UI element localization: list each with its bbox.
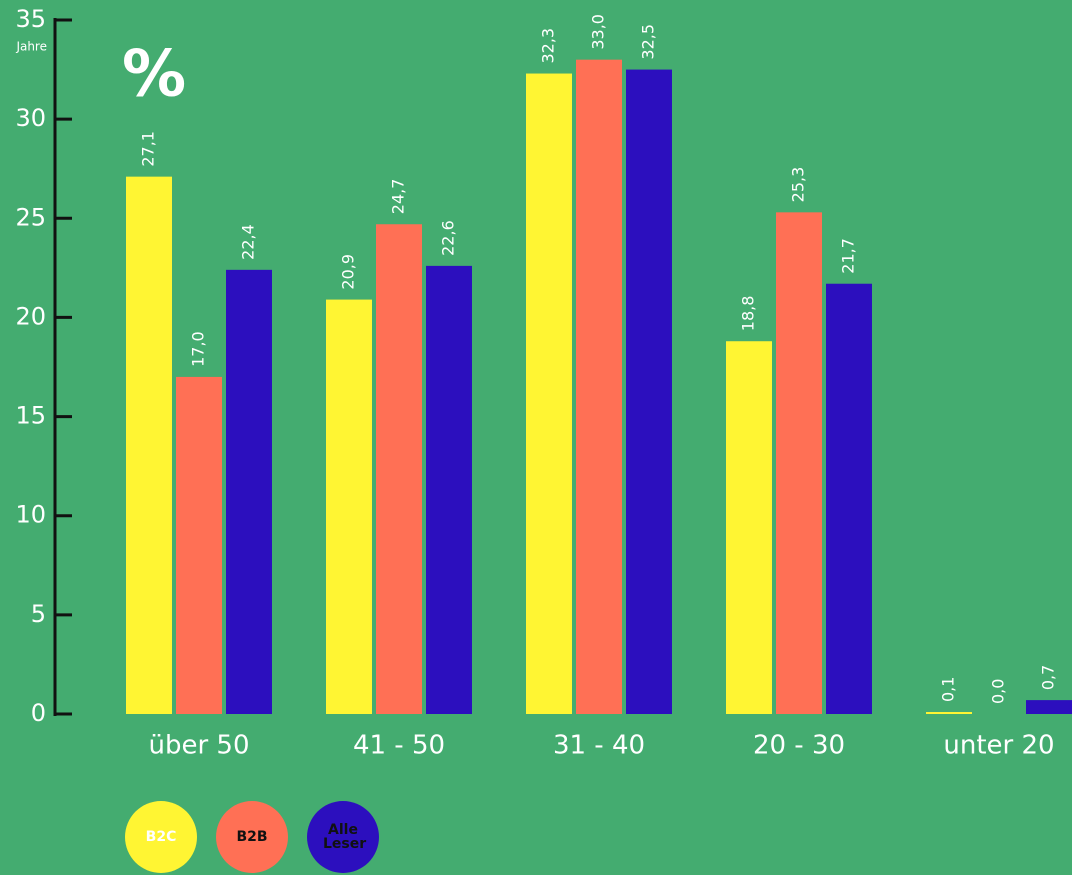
bar [126, 176, 172, 714]
value-label: 27,1 [139, 131, 158, 167]
bar [576, 59, 622, 714]
legend-label: Alle Leser [323, 822, 367, 852]
value-label: 21,7 [839, 238, 858, 274]
x-tick-label: 41 - 50 [353, 731, 445, 761]
x-tick-label: 31 - 40 [553, 731, 645, 761]
value-label: 18,8 [739, 296, 758, 332]
value-label: 22,6 [439, 220, 458, 256]
bar [376, 224, 422, 714]
y-tick-label: 30 [15, 104, 46, 132]
value-label: 32,3 [539, 28, 558, 64]
bar [526, 73, 572, 715]
y-tick-label: 10 [15, 501, 46, 529]
bar [1026, 700, 1072, 714]
bar [326, 299, 372, 714]
y-tick-label: 0 [31, 699, 46, 727]
legend-item: Alle Leser [307, 801, 379, 873]
bar [626, 69, 672, 715]
value-label: 0,7 [1039, 665, 1058, 690]
value-label: 20,9 [339, 254, 358, 290]
value-label: 25,3 [789, 167, 808, 203]
chart-title: % [122, 38, 186, 112]
bar [726, 341, 772, 714]
value-label: 0,0 [989, 679, 1008, 704]
bar [926, 712, 972, 714]
value-label: 24,7 [389, 179, 408, 215]
bar [776, 212, 822, 714]
y-tick-label: 5 [31, 600, 46, 628]
bar [426, 265, 472, 714]
value-label: 17,0 [189, 331, 208, 367]
legend-label: B2B [236, 829, 268, 845]
legend-item: B2B [216, 801, 288, 873]
x-tick-label: über 50 [148, 731, 249, 761]
value-label: 22,4 [239, 224, 258, 260]
bar [826, 283, 872, 714]
legend-label: B2C [145, 829, 177, 845]
bar [226, 269, 272, 714]
y-tick-label: 15 [15, 402, 46, 430]
x-tick-label: unter 20 [943, 731, 1054, 761]
legend-item: B2C [125, 801, 197, 873]
y-tick-label: 35 [15, 5, 46, 33]
value-label: 0,1 [939, 677, 958, 702]
y-axis-label: Jahre [15, 40, 47, 54]
y-tick-label: 25 [15, 203, 46, 231]
bar [176, 376, 222, 714]
x-tick-label: 20 - 30 [753, 731, 845, 761]
y-tick-label: 20 [15, 302, 46, 330]
value-label: 33,0 [589, 14, 608, 50]
value-label: 32,5 [639, 24, 658, 60]
